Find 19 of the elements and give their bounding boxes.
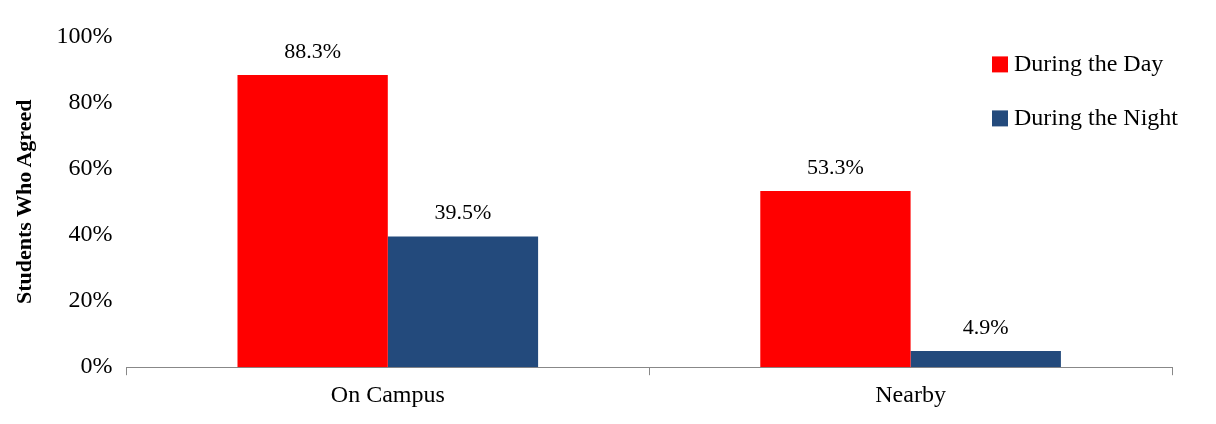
bar [910, 350, 1061, 368]
x-tick-label: On Campus [330, 380, 445, 407]
bar [237, 75, 388, 368]
x-tick-label: Nearby [875, 380, 946, 407]
data-label: 88.3% [284, 37, 342, 63]
data-label: 4.9% [962, 313, 1009, 339]
bar [760, 190, 911, 368]
y-tick-label: 100% [56, 21, 113, 48]
y-tick-label: 60% [68, 154, 113, 181]
y-tick-label: 20% [68, 286, 113, 313]
y-tick-label: 40% [68, 220, 113, 247]
data-label: 39.5% [434, 199, 492, 225]
y-axis-title: Students Who Agreed [10, 99, 36, 305]
y-tick-label: 0% [80, 352, 113, 379]
legend-label: During the Night [1014, 103, 1179, 130]
data-label: 53.3% [807, 153, 864, 179]
bar [387, 236, 539, 368]
y-tick-label: 80% [68, 87, 113, 114]
legend-label: During the Day [1014, 49, 1164, 76]
